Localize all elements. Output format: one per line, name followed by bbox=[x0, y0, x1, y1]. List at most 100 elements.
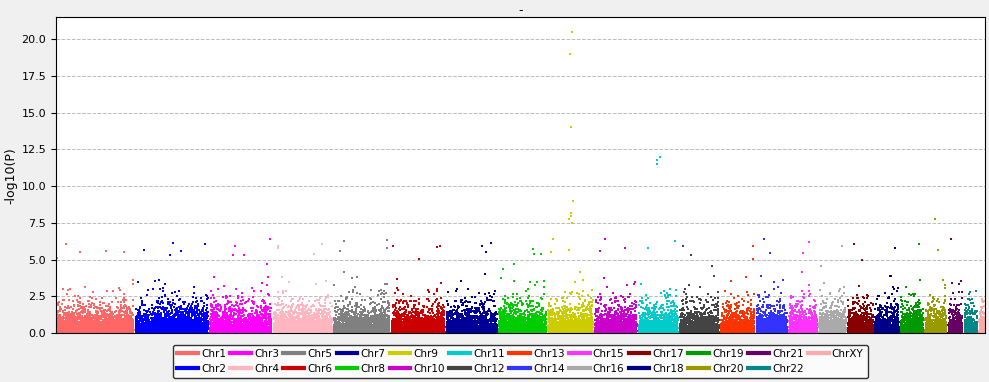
Point bbox=[345, 330, 361, 336]
Point bbox=[709, 303, 725, 309]
Point bbox=[889, 324, 905, 330]
Point bbox=[277, 327, 293, 333]
Point bbox=[535, 324, 551, 330]
Point bbox=[700, 328, 716, 334]
Point bbox=[680, 306, 696, 312]
Point bbox=[766, 327, 782, 333]
Point bbox=[121, 326, 136, 332]
Point bbox=[431, 327, 447, 333]
Point bbox=[790, 309, 806, 315]
Point bbox=[493, 329, 508, 335]
Point bbox=[267, 325, 283, 331]
Point bbox=[482, 323, 497, 329]
Point bbox=[635, 323, 651, 329]
Point bbox=[801, 316, 817, 322]
Point bbox=[436, 318, 452, 324]
Point bbox=[791, 323, 807, 329]
Point bbox=[582, 322, 597, 328]
Point bbox=[719, 312, 735, 319]
Point bbox=[879, 313, 895, 319]
Point bbox=[599, 326, 615, 332]
Point bbox=[285, 325, 301, 332]
Point bbox=[393, 327, 408, 333]
Point bbox=[387, 330, 403, 336]
Point bbox=[455, 302, 471, 308]
Point bbox=[272, 318, 288, 324]
Point bbox=[253, 288, 269, 295]
Point bbox=[64, 328, 80, 334]
Point bbox=[930, 327, 945, 333]
Point bbox=[523, 320, 539, 327]
Point bbox=[537, 323, 553, 329]
Point bbox=[203, 328, 219, 334]
Point bbox=[806, 325, 822, 331]
Point bbox=[495, 320, 511, 326]
Point bbox=[674, 323, 690, 329]
Point bbox=[501, 324, 517, 330]
Point bbox=[818, 325, 834, 332]
Point bbox=[113, 325, 129, 332]
Point bbox=[430, 321, 446, 327]
Point bbox=[434, 323, 450, 329]
Point bbox=[603, 329, 619, 335]
Point bbox=[269, 329, 285, 335]
Point bbox=[788, 328, 804, 334]
Point bbox=[619, 324, 635, 330]
Point bbox=[566, 321, 582, 327]
Point bbox=[169, 309, 185, 315]
Point bbox=[116, 326, 132, 332]
Point bbox=[572, 308, 587, 314]
Point bbox=[661, 329, 676, 335]
Point bbox=[506, 326, 522, 332]
Point bbox=[391, 320, 406, 326]
Point bbox=[784, 329, 800, 335]
Point bbox=[104, 330, 120, 336]
Point bbox=[827, 321, 843, 327]
Point bbox=[199, 325, 215, 331]
Point bbox=[369, 302, 385, 308]
Point bbox=[856, 328, 872, 334]
Point bbox=[857, 329, 873, 335]
Point bbox=[845, 301, 860, 307]
Point bbox=[238, 316, 254, 322]
Point bbox=[922, 329, 938, 335]
Point bbox=[321, 322, 337, 329]
Point bbox=[818, 325, 834, 332]
Point bbox=[665, 298, 680, 304]
Point bbox=[673, 326, 688, 332]
Point bbox=[531, 325, 547, 332]
Point bbox=[350, 324, 366, 330]
Point bbox=[515, 325, 531, 332]
Point bbox=[116, 330, 132, 336]
Point bbox=[882, 329, 898, 335]
Point bbox=[344, 329, 360, 335]
Point bbox=[89, 319, 105, 325]
Point bbox=[843, 325, 858, 332]
Point bbox=[782, 320, 798, 326]
Point bbox=[703, 310, 719, 316]
Point bbox=[838, 327, 854, 333]
Point bbox=[501, 320, 517, 326]
Point bbox=[251, 329, 267, 335]
Point bbox=[533, 327, 549, 333]
Point bbox=[768, 330, 784, 336]
Point bbox=[845, 323, 860, 329]
Point bbox=[576, 320, 591, 326]
Point bbox=[232, 325, 248, 332]
Point bbox=[301, 327, 316, 333]
Point bbox=[905, 324, 921, 330]
Point bbox=[740, 329, 756, 335]
Point bbox=[223, 322, 238, 328]
Point bbox=[240, 328, 256, 334]
Point bbox=[659, 318, 674, 324]
Point bbox=[794, 329, 810, 335]
Point bbox=[107, 322, 123, 329]
Point bbox=[605, 324, 621, 330]
Point bbox=[798, 314, 814, 320]
Point bbox=[960, 314, 976, 320]
Point bbox=[255, 322, 271, 329]
Point bbox=[528, 329, 544, 335]
Point bbox=[99, 308, 115, 314]
Point bbox=[313, 327, 328, 333]
Point bbox=[706, 329, 722, 335]
